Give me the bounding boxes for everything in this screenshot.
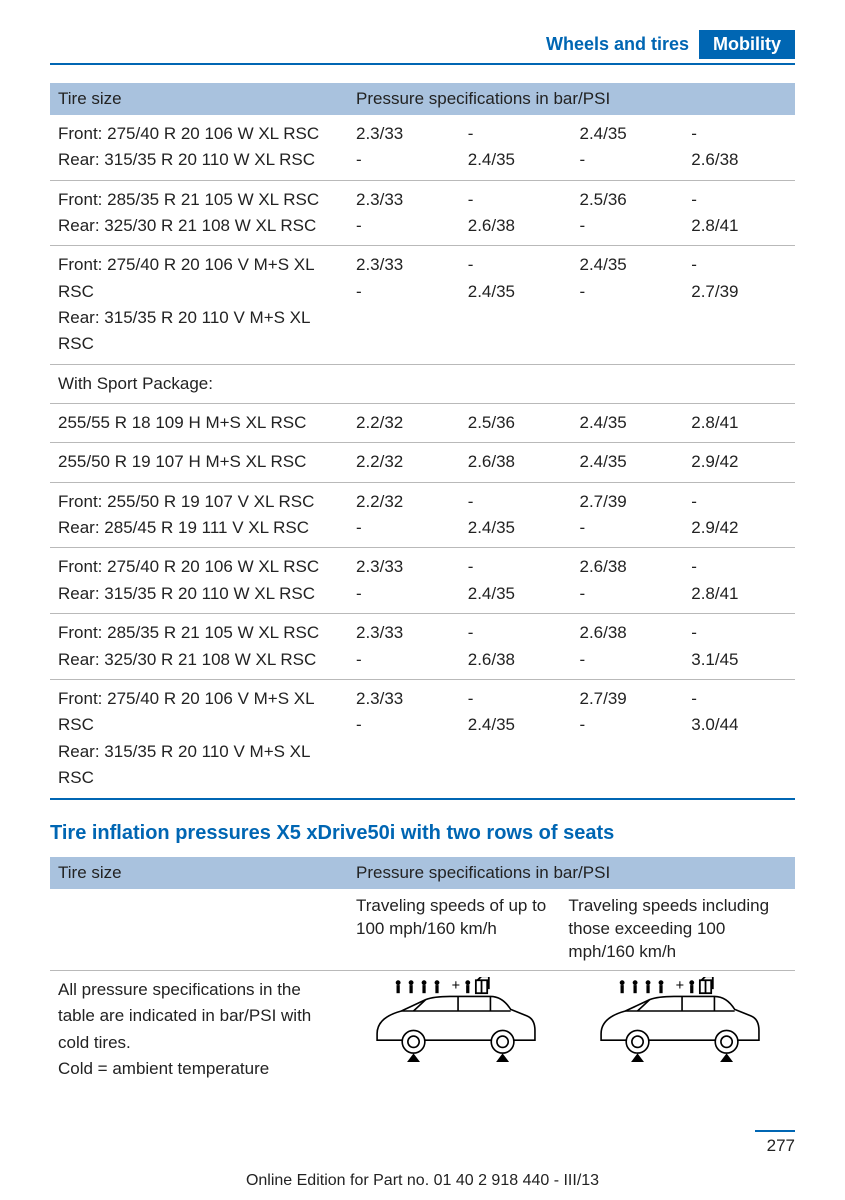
tire-size-cell: Front: 285/35 R 21 105 W XL RSC Rear: 32…: [50, 180, 348, 246]
tire-size-cell: Front: 255/50 R 19 107 V XL RSC Rear: 28…: [50, 482, 348, 548]
pressure-cell: - 2.6/38: [460, 614, 572, 680]
pressure-note: All pressure specifications in the table…: [50, 971, 348, 1089]
tire-size-cell: Front: 285/35 R 21 105 W XL RSC Rear: 32…: [50, 614, 348, 680]
tire-pressure-table-2: Tire size Pressure specifications in bar…: [50, 857, 795, 1088]
pressure-cell: - 3.0/44: [683, 679, 795, 797]
section-title: Tire inflation pressures X5 xDrive50i wi…: [50, 822, 795, 845]
pressure-cell: 2.6/38 -: [572, 614, 684, 680]
th-pressure: Pressure specifications in bar/PSI: [348, 83, 795, 115]
pressure-cell: 2.4/35 -: [572, 246, 684, 364]
pressure-cell: - 2.4/35: [460, 246, 572, 364]
pressure-cell: - 2.7/39: [683, 246, 795, 364]
tire-size-cell: 255/50 R 19 107 H M+S XL RSC: [50, 443, 348, 482]
pressure-cell: 2.7/39 -: [572, 679, 684, 797]
th-tire-size: Tire size: [50, 83, 348, 115]
pressure-cell: 2.6/38 -: [572, 548, 684, 614]
section-link: Wheels and tires: [546, 34, 689, 55]
pressure-cell: - 3.1/45: [683, 614, 795, 680]
pressure-cell: - 2.4/35: [460, 679, 572, 797]
pressure-cell: 2.3/33 -: [348, 679, 460, 797]
pressure-cell: 2.4/35: [572, 443, 684, 482]
footer-text: Online Edition for Part no. 01 40 2 918 …: [0, 1172, 845, 1190]
car-diagram-high: +: [560, 971, 795, 1089]
svg-text:+: +: [452, 978, 461, 994]
car-diagram-low: +: [348, 971, 560, 1089]
pressure-cell: [348, 364, 460, 403]
th2-tire-size: Tire size: [50, 857, 348, 889]
empty-cell: [50, 889, 348, 970]
pressure-cell: - 2.4/35: [460, 548, 572, 614]
pressure-cell: 2.2/32: [348, 404, 460, 443]
tire-size-cell: 255/55 R 18 109 H M+S XL RSC: [50, 404, 348, 443]
page-header: Wheels and tires Mobility: [50, 30, 795, 65]
pressure-cell: 2.3/33 -: [348, 614, 460, 680]
tire-size-cell: With Sport Package:: [50, 364, 348, 403]
pressure-cell: 2.6/38: [460, 443, 572, 482]
tire-pressure-table-1: Tire size Pressure specifications in bar…: [50, 83, 795, 800]
pressure-cell: 2.9/42: [683, 443, 795, 482]
pressure-cell: 2.4/35: [572, 404, 684, 443]
tire-size-cell: Front: 275/40 R 20 106 V M+S XL RSC Rear…: [50, 679, 348, 797]
pressure-cell: - 2.6/38: [683, 115, 795, 180]
pressure-cell: [683, 364, 795, 403]
speed-high-note: Traveling speeds including those exceedi…: [560, 889, 795, 970]
pressure-cell: 2.7/39 -: [572, 482, 684, 548]
pressure-cell: 2.3/33 -: [348, 115, 460, 180]
pressure-cell: - 2.6/38: [460, 180, 572, 246]
pressure-cell: - 2.9/42: [683, 482, 795, 548]
pressure-cell: 2.8/41: [683, 404, 795, 443]
pressure-cell: 2.2/32: [348, 443, 460, 482]
svg-text:+: +: [675, 978, 684, 994]
page-number: 277: [755, 1130, 795, 1156]
pressure-cell: 2.4/35 -: [572, 115, 684, 180]
pressure-cell: 2.3/33 -: [348, 180, 460, 246]
pressure-cell: 2.5/36 -: [572, 180, 684, 246]
chapter-badge: Mobility: [699, 30, 795, 59]
pressure-cell: - 2.4/35: [460, 482, 572, 548]
tire-size-cell: Front: 275/40 R 20 106 V M+S XL RSC Rear…: [50, 246, 348, 364]
pressure-cell: [572, 364, 684, 403]
pressure-cell: [460, 364, 572, 403]
pressure-cell: 2.2/32 -: [348, 482, 460, 548]
pressure-cell: - 2.8/41: [683, 180, 795, 246]
tire-size-cell: Front: 275/40 R 20 106 W XL RSC Rear: 31…: [50, 115, 348, 180]
pressure-cell: 2.3/33 -: [348, 548, 460, 614]
pressure-cell: - 2.4/35: [460, 115, 572, 180]
th2-pressure: Pressure specifications in bar/PSI: [348, 857, 795, 889]
pressure-cell: 2.3/33 -: [348, 246, 460, 364]
speed-low-note: Traveling speeds of up to 100 mph/160 km…: [348, 889, 560, 970]
pressure-cell: 2.5/36: [460, 404, 572, 443]
tire-size-cell: Front: 275/40 R 20 106 W XL RSC Rear: 31…: [50, 548, 348, 614]
pressure-cell: - 2.8/41: [683, 548, 795, 614]
